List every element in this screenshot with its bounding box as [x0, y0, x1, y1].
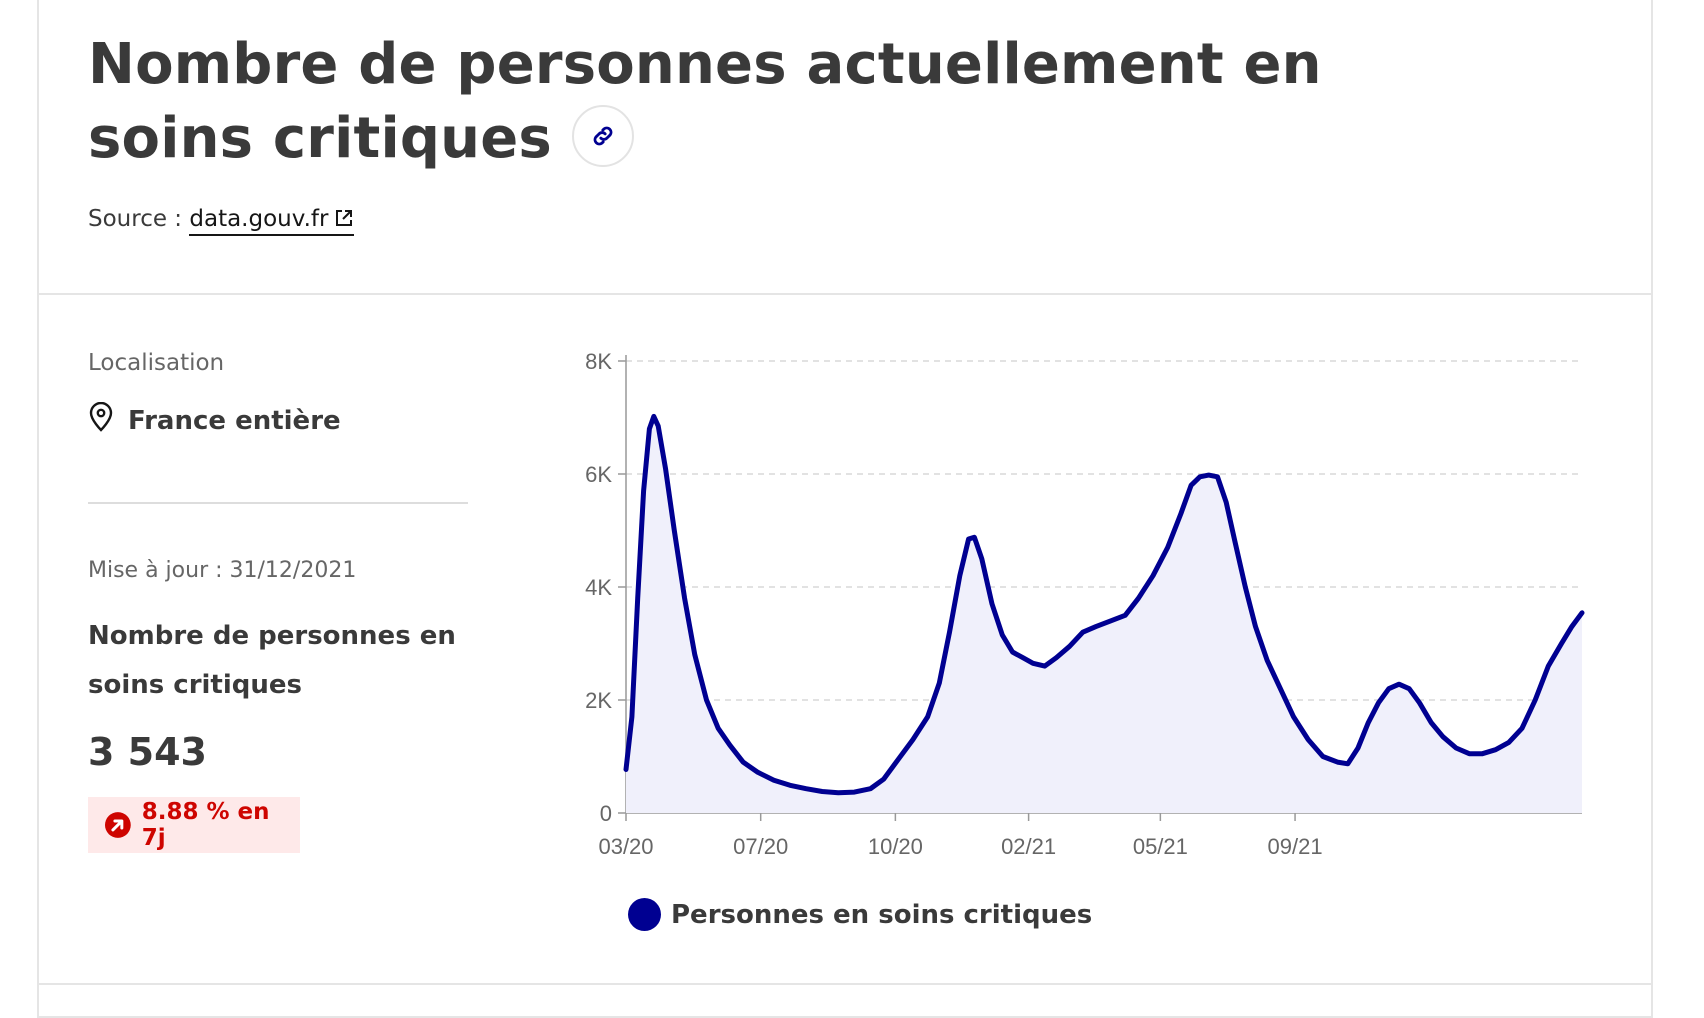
chart-legend: Personnes en soins critiques	[628, 898, 1092, 931]
kpi-value: 3 543	[88, 730, 207, 774]
x-tick-label: 03/20	[598, 834, 653, 859]
external-link-icon	[334, 208, 354, 228]
link-icon	[590, 123, 616, 149]
x-tick-label: 09/21	[1268, 834, 1323, 859]
source-link-text: data.gouv.fr	[189, 206, 328, 232]
x-tick-label: 10/20	[868, 834, 923, 859]
area-chart: 0 2K 4K 6K 8K 03/20 07/20 10/20 02/21 05/21 09/21	[560, 330, 1600, 870]
card-divider	[37, 293, 1653, 295]
x-tick-label: 05/21	[1133, 834, 1188, 859]
source-label: Source :	[88, 206, 182, 232]
sidebar-divider	[88, 502, 468, 504]
copy-link-button[interactable]	[572, 105, 634, 167]
y-tick-label: 4K	[585, 575, 612, 600]
location-label: Localisation	[88, 350, 224, 376]
y-tick-label: 6K	[585, 462, 612, 487]
y-tick-label: 2K	[585, 688, 612, 713]
page-title: Nombre de personnes actuellement en soin…	[88, 28, 1448, 176]
location-value-text: France entière	[128, 406, 341, 436]
x-tick-label: 02/21	[1001, 834, 1056, 859]
trend-text: 8.88 % en 7j	[142, 799, 300, 851]
source-line: Source : data.gouv.fr	[88, 206, 354, 232]
legend-label: Personnes en soins critiques	[671, 900, 1092, 930]
map-pin-icon	[88, 402, 114, 432]
y-tick-label: 0	[600, 801, 612, 826]
kpi-label: Nombre de personnes en soins critiques	[88, 612, 468, 710]
page-title-text: Nombre de personnes actuellement en soin…	[88, 32, 1322, 171]
y-tick-label: 8K	[585, 349, 612, 374]
x-tick-label: 07/20	[733, 834, 788, 859]
legend-marker	[628, 898, 661, 931]
source-link[interactable]: data.gouv.fr	[189, 206, 354, 236]
chart-container: 0 2K 4K 6K 8K 03/20 07/20 10/20 02/21 05/21 09/21	[560, 330, 1600, 870]
card-divider-bottom	[37, 983, 1653, 985]
update-date: Mise à jour : 31/12/2021	[88, 558, 356, 583]
location-value: France entière	[88, 406, 341, 436]
series-area	[626, 416, 1582, 813]
trend-up-icon	[104, 811, 132, 839]
trend-badge: 8.88 % en 7j	[88, 797, 300, 853]
